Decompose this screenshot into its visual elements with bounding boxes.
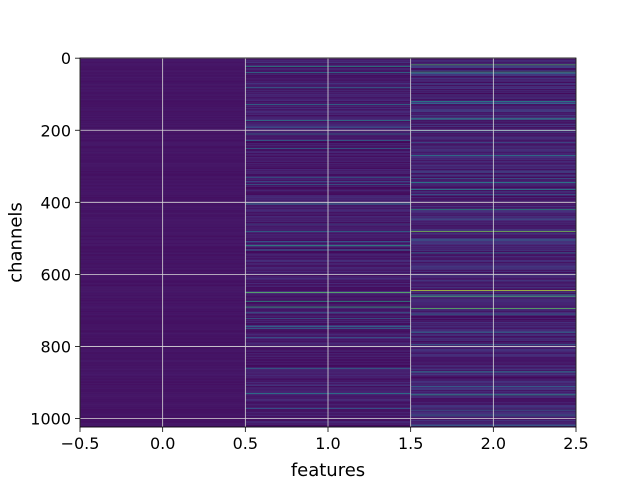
x-tick-label: 1.0 bbox=[315, 434, 340, 453]
x-tick-label: 0.5 bbox=[233, 434, 258, 453]
x-tick-label: 2.0 bbox=[481, 434, 506, 453]
y-tick-label: 200 bbox=[40, 121, 71, 140]
y-tick-label: 1000 bbox=[30, 410, 71, 429]
y-axis: 0 200 400 600 800 1000 bbox=[30, 49, 80, 429]
x-tick-label: −0.5 bbox=[61, 434, 100, 453]
x-axis-label: features bbox=[291, 460, 365, 480]
x-tick-label: 0.0 bbox=[150, 434, 175, 453]
x-axis: −0.5 0.0 0.5 1.0 1.5 2.0 2.5 bbox=[61, 427, 589, 453]
y-tick-label: 600 bbox=[40, 265, 71, 284]
x-tick-label: 2.5 bbox=[563, 434, 588, 453]
y-axis-label: channels bbox=[6, 202, 27, 283]
x-tick-label: 1.5 bbox=[398, 434, 423, 453]
y-tick-label: 400 bbox=[40, 193, 71, 212]
y-tick-label: 800 bbox=[40, 337, 71, 356]
y-tick-label: 0 bbox=[61, 49, 71, 68]
